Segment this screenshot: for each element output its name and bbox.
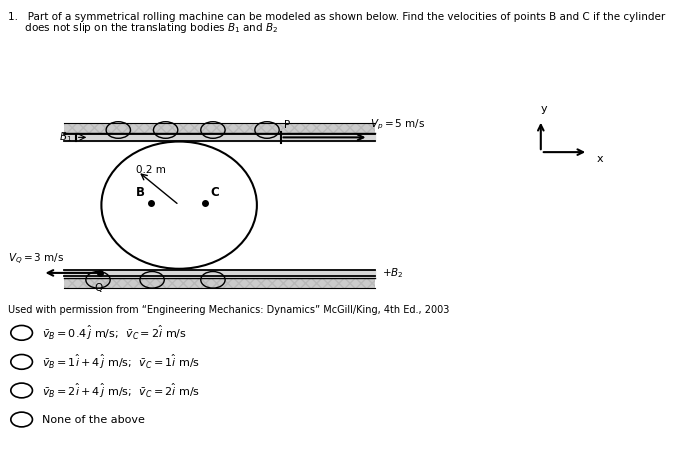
Text: $B_1$: $B_1$ (59, 130, 72, 144)
Text: y: y (541, 104, 548, 114)
Text: x: x (596, 154, 603, 165)
Text: $\bar{v}_B=1\hat{i}+4\,\hat{j}$ m/s;  $\bar{v}_C=1\hat{i}$ m/s: $\bar{v}_B=1\hat{i}+4\,\hat{j}$ m/s; $\b… (42, 353, 200, 371)
Text: C: C (210, 186, 219, 199)
Text: 0.2 m: 0.2 m (136, 165, 166, 175)
Text: P: P (284, 120, 290, 130)
Text: does not slip on the translating bodies $B_1$ and $B_2$: does not slip on the translating bodies … (8, 21, 279, 35)
Text: $\bar{v}_B=2\hat{i}+4\,\hat{j}$ m/s;  $\bar{v}_C=2\hat{i}$ m/s: $\bar{v}_B=2\hat{i}+4\,\hat{j}$ m/s; $\b… (42, 381, 200, 400)
Text: $V_Q = 3$ m/s: $V_Q = 3$ m/s (8, 252, 64, 267)
Text: B: B (137, 186, 145, 199)
Text: None of the above: None of the above (42, 414, 145, 425)
Text: Q: Q (94, 283, 102, 293)
Text: $\bar{v}_B=0.4\,\hat{j}$ m/s;  $\bar{v}_C=2\hat{i}$ m/s: $\bar{v}_B=0.4\,\hat{j}$ m/s; $\bar{v}_C… (42, 324, 187, 342)
Text: 1.   Part of a symmetrical rolling machine can be modeled as shown below. Find t: 1. Part of a symmetrical rolling machine… (8, 12, 665, 22)
Text: $V_p = 5$ m/s: $V_p = 5$ m/s (370, 118, 426, 132)
Text: +$B_2$: +$B_2$ (382, 266, 404, 280)
Text: Used with permission from “Engineering Mechanics: Dynamics” McGill/King, 4th Ed.: Used with permission from “Engineering M… (8, 305, 450, 315)
